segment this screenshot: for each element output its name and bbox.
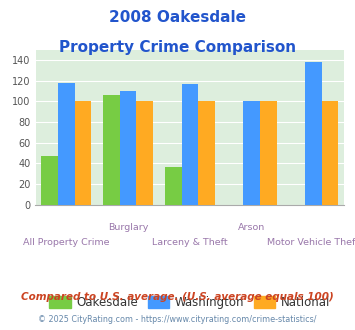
Bar xyxy=(305,62,322,205)
Bar xyxy=(244,101,260,205)
Text: Compared to U.S. average. (U.S. average equals 100): Compared to U.S. average. (U.S. average … xyxy=(21,292,334,302)
Text: All Property Crime: All Property Crime xyxy=(23,238,110,247)
Text: © 2025 CityRating.com - https://www.cityrating.com/crime-statistics/: © 2025 CityRating.com - https://www.city… xyxy=(38,315,317,324)
Bar xyxy=(75,101,91,205)
Bar xyxy=(198,101,215,205)
Text: Motor Vehicle Theft: Motor Vehicle Theft xyxy=(267,238,355,247)
Bar xyxy=(58,82,75,205)
Bar xyxy=(260,101,277,205)
Text: Larceny & Theft: Larceny & Theft xyxy=(152,238,228,247)
Text: Burglary: Burglary xyxy=(108,223,148,232)
Text: Arson: Arson xyxy=(238,223,265,232)
Bar xyxy=(182,83,198,205)
Bar xyxy=(103,95,120,205)
Legend: Oakesdale, Washington, National: Oakesdale, Washington, National xyxy=(45,291,335,314)
Bar xyxy=(42,156,58,205)
Bar xyxy=(120,91,136,205)
Text: Property Crime Comparison: Property Crime Comparison xyxy=(59,40,296,54)
Bar xyxy=(165,167,182,205)
Text: 2008 Oakesdale: 2008 Oakesdale xyxy=(109,10,246,25)
Bar xyxy=(136,101,153,205)
Bar xyxy=(322,101,338,205)
